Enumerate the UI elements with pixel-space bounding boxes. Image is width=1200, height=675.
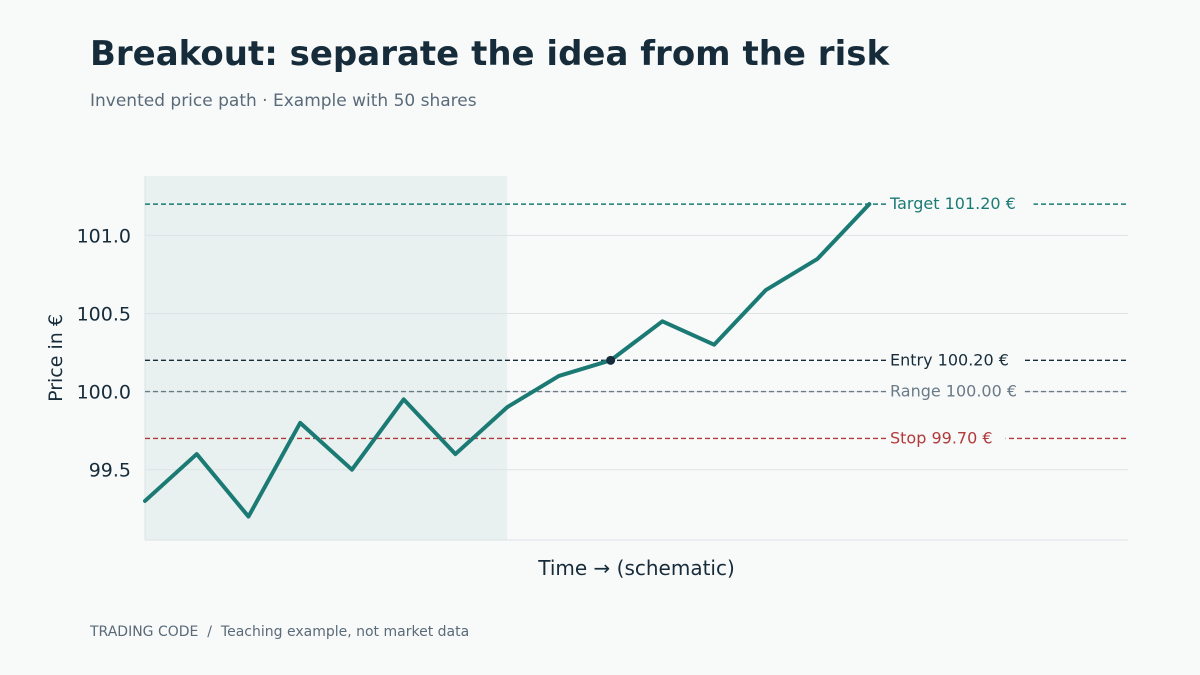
level-label-bg — [886, 349, 1025, 372]
chart-title: Breakout: separate the idea from the ris… — [90, 34, 890, 74]
y-tick-label: 99.5 — [89, 460, 131, 482]
y-tick-label: 101.0 — [77, 225, 131, 247]
footer-brand: TRADING CODE — [90, 624, 199, 640]
y-tick-label: 100.5 — [77, 303, 131, 325]
chart-subtitle: Invented price path · Example with 50 sh… — [90, 91, 477, 111]
level-label: Range 100.00 € — [890, 382, 1017, 401]
footer-note: Teaching example, not market data — [220, 624, 470, 640]
x-axis-label: Time → (schematic) — [537, 556, 735, 580]
level-label: Entry 100.20 € — [890, 350, 1009, 369]
entry-point-marker — [606, 355, 616, 365]
consolidation-range-band — [145, 176, 508, 540]
level-label-bg — [886, 380, 1025, 403]
y-tick-label: 100.0 — [77, 382, 131, 404]
footer: TRADING CODE / Teaching example, not mar… — [90, 624, 469, 640]
y-axis-label: Price in € — [45, 314, 67, 402]
level-label-bg — [886, 193, 1034, 216]
footer-separator: / — [207, 624, 213, 640]
price-line — [143, 202, 872, 519]
level-label: Target 101.20 € — [889, 194, 1016, 213]
level-label: Stop 99.70 € — [890, 428, 993, 447]
level-label-bg — [886, 427, 1006, 450]
